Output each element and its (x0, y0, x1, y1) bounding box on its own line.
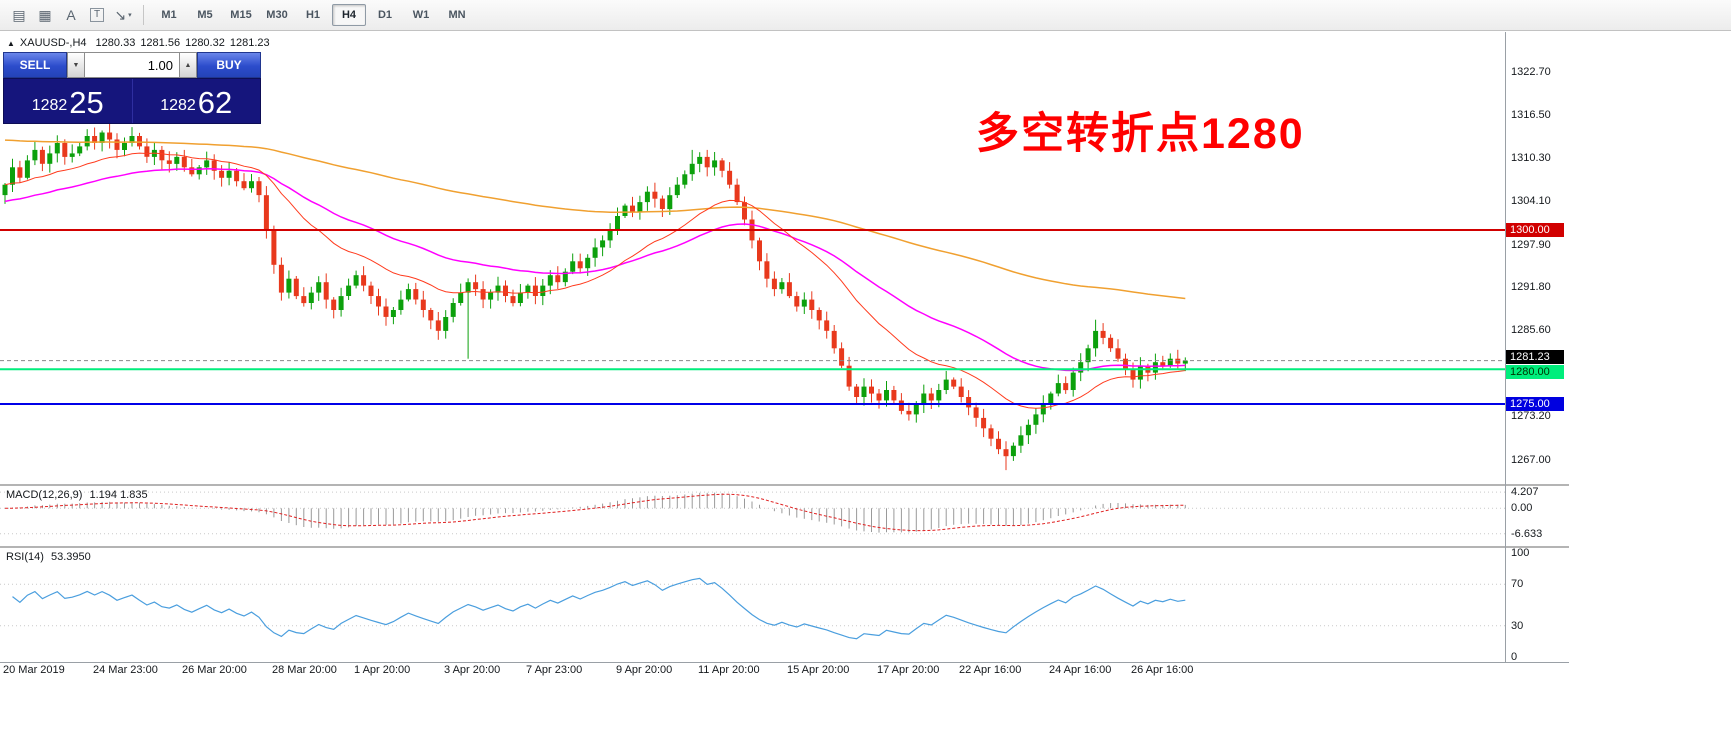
timeframe-m15-button[interactable]: M15 (230, 9, 252, 21)
toolbar-icon-group: ▤ ▦ A T ↘ ▾ (6, 3, 136, 27)
time-axis-label: 22 Apr 16:00 (959, 664, 1022, 676)
panel-divider[interactable] (0, 484, 1569, 486)
volume-input[interactable] (85, 52, 179, 78)
symbol-label: XAUUSD-,H4 (19, 37, 87, 49)
timeframe-button-group: M1 M5 M15 M30 H1 H4 D1 W1 MN (151, 4, 475, 26)
chart-annotation-text: 多空转折点1280 (976, 110, 1305, 158)
low-value: 1280.32 (185, 37, 225, 49)
volume-increase-button[interactable]: ▲ (179, 52, 197, 78)
close-value: 1281.23 (229, 37, 270, 49)
price-level-badge-1281.23: 1281.23 (1506, 350, 1564, 364)
time-axis-label: 11 Apr 20:00 (698, 664, 760, 676)
chart-ohlc-header: ▲ XAUUSD-,H4 1280.33 1281.56 1280.32 128… (7, 37, 270, 49)
time-axis-label: 24 Apr 16:00 (1049, 664, 1112, 676)
macd-indicator-label: MACD(12,26,9) 1.194 1.835 (6, 489, 148, 501)
time-axis-label: 20 Mar 2019 (3, 664, 65, 676)
high-value: 1281.56 (140, 37, 181, 49)
timeframe-w1-button[interactable]: W1 (412, 9, 430, 21)
open-value: 1280.33 (95, 37, 136, 49)
level-lines-layer (0, 229, 1505, 405)
macd-scale-tick: 4.207 (1511, 486, 1539, 498)
macd-label-text: MACD(12,26,9) (6, 489, 83, 501)
rsi-scale-tick: 100 (1511, 547, 1530, 559)
macd-histogram (12, 492, 1186, 533)
timeframe-h4-button[interactable]: H4 (332, 4, 366, 26)
time-axis-label: 26 Apr 16:00 (1131, 664, 1194, 676)
rsi-label-text: RSI(14) (6, 551, 44, 563)
macd-signal-line (4, 493, 1186, 532)
rsi-line (12, 577, 1186, 640)
cursor-tool-icon[interactable]: ↘ ▾ (114, 7, 132, 23)
bid-main-digits: 1282 (31, 97, 68, 114)
rsi-indicator-label: RSI(14) 53.3950 (6, 551, 91, 563)
candles-layer (2, 123, 1188, 471)
time-axis-label: 9 Apr 20:00 (616, 664, 673, 676)
price-scale-tick: 1304.10 (1511, 195, 1551, 207)
timeframe-m1-button[interactable]: M1 (161, 9, 177, 21)
price-scale-tick: 1297.90 (1511, 239, 1551, 251)
dropdown-caret-icon: ▾ (128, 12, 132, 19)
ask-big-digits: 62 (197, 85, 233, 120)
collapse-triangle-icon[interactable]: ▲ (7, 38, 15, 48)
macd-values-text: 1.194 1.835 (89, 489, 148, 501)
price-scale-border (1505, 32, 1506, 663)
price-scale-tick: 1285.60 (1511, 324, 1551, 336)
rsi-value-text: 53.3950 (50, 551, 91, 563)
time-axis-label: 26 Mar 20:00 (182, 664, 247, 676)
price-scale-tick: 1322.70 (1511, 66, 1551, 78)
price-scale-tick: 1310.30 (1511, 152, 1551, 164)
timeframe-m30-button[interactable]: M30 (266, 9, 288, 21)
ma-lines-layer (4, 139, 1186, 409)
time-axis[interactable]: 20 Mar 2019 24 Mar 23:00 26 Mar 20:00 28 Ma… (0, 664, 1505, 678)
toolbar-separator (143, 5, 144, 25)
indicator-list-icon[interactable]: ▦ (38, 7, 52, 23)
ask-price-display: 1282 62 (131, 79, 261, 123)
price-level-badge-1280.00: 1280.00 (1506, 365, 1564, 379)
text-label-tool-icon[interactable]: T (85, 3, 109, 27)
bid-price-display: 1282 25 (4, 79, 132, 123)
price-scale-tick: 1316.50 (1511, 109, 1551, 121)
panel-divider[interactable] (0, 546, 1569, 548)
price-scale-tick: 1267.00 (1511, 454, 1551, 466)
macd-scale-tick: -6.633 (1511, 528, 1543, 540)
timeframe-m5-button[interactable]: M5 (197, 9, 213, 21)
timeframe-h1-button[interactable]: H1 (305, 9, 321, 21)
price-level-badge-1275.00: 1275.00 (1506, 397, 1564, 411)
price-scale-tick: 1291.80 (1511, 281, 1551, 293)
toolbar: ▤ ▦ A T ↘ ▾ M1 M5 M15 M30 H1 H4 D1 W1 MN (0, 0, 1731, 31)
time-axis-label: 24 Mar 23:00 (93, 664, 158, 676)
timeframe-d1-button[interactable]: D1 (377, 9, 393, 21)
time-axis-label: 3 Apr 20:00 (444, 664, 501, 676)
sell-button[interactable]: SELL (3, 52, 67, 78)
rsi-panel-canvas[interactable] (0, 548, 1505, 662)
main-chart-canvas[interactable] (0, 33, 1505, 484)
rsi-scale-tick: 30 (1511, 620, 1524, 632)
ask-main-digits: 1282 (160, 97, 196, 114)
timeframe-mn-button[interactable]: MN (448, 9, 466, 21)
price-scale-tick: 1273.20 (1511, 410, 1551, 422)
macd-levels-layer (0, 491, 1505, 535)
macd-panel-canvas[interactable] (0, 486, 1505, 546)
rsi-scale-tick: 70 (1511, 578, 1524, 590)
one-click-trade-panel: SELL ▼ ▲ BUY 1282 25 1282 62 (3, 52, 261, 124)
font-tool-icon[interactable]: A (66, 7, 76, 23)
bid-big-digits: 25 (69, 85, 104, 120)
time-axis-label: 15 Apr 20:00 (787, 664, 850, 676)
time-axis-label: 1 Apr 20:00 (354, 664, 411, 676)
macd-scale-tick: 0.00 (1511, 502, 1533, 514)
rsi-levels-layer (0, 583, 1505, 627)
time-axis-label: 7 Apr 23:00 (526, 664, 583, 676)
price-level-badge-1300.00: 1300.00 (1506, 223, 1564, 237)
time-axis-label: 28 Mar 20:00 (272, 664, 337, 676)
time-axis-divider (0, 662, 1569, 663)
volume-decrease-button[interactable]: ▼ (67, 52, 85, 78)
rsi-scale-tick: 0 (1511, 651, 1518, 663)
bar-chart-icon[interactable]: ▤ (12, 7, 26, 23)
buy-button[interactable]: BUY (197, 52, 261, 78)
time-axis-label: 17 Apr 20:00 (877, 664, 940, 676)
